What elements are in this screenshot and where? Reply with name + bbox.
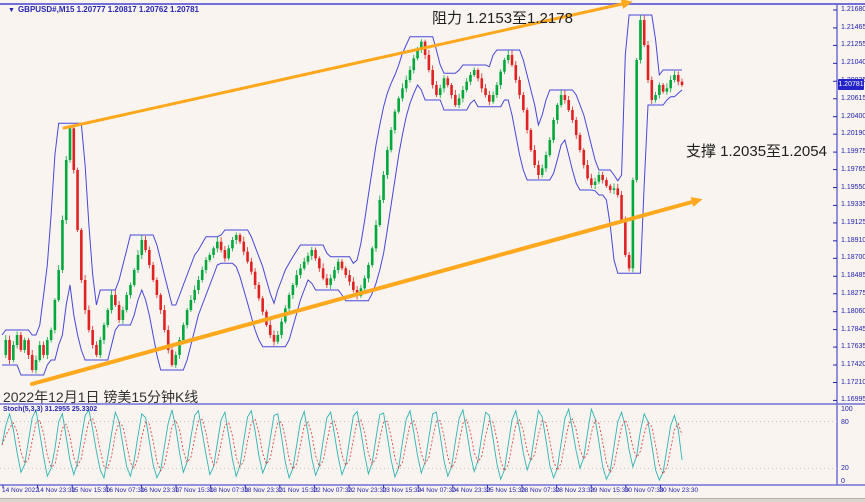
price-axis-label: 1.17420	[841, 361, 865, 368]
price-axis-label: 1.20615	[841, 94, 865, 102]
price-axis-label: 1.19765	[841, 165, 865, 173]
time-axis-label: 23 Nov 15:30	[382, 487, 422, 494]
time-axis-label: 30 Nov 23:30	[659, 487, 699, 494]
time-axis-label: 22 Nov 23:30	[348, 487, 387, 494]
time-axis-label: 28 Nov 07:30	[521, 487, 560, 494]
time-axis-label: 24 Nov 23:30	[451, 487, 491, 494]
resistance-trendline[interactable]	[62, 0, 634, 130]
time-axis-label: 18 Nov 23:30	[244, 487, 283, 494]
price-axis-label: 1.18275	[841, 289, 865, 297]
time-axis-label: 21 Nov 15:30	[278, 487, 318, 494]
time-axis-label: 30 Nov 07:30	[624, 487, 664, 494]
time-axis-label: 14 Nov 2022	[2, 487, 39, 494]
price-axis-label: 1.21680	[841, 6, 865, 13]
date-caption: 2022年12月1日 镑美15分钟K线	[3, 389, 199, 405]
time-axis-label: 29 Nov 15:30	[590, 487, 629, 494]
price-axis-label: 1.21465	[841, 23, 865, 31]
window-bottom-edge	[0, 498, 865, 502]
price-axis-label: 1.19125	[841, 218, 865, 226]
price-axis-label: 1.18060	[841, 307, 865, 315]
price-axis-label: 1.18700	[841, 254, 865, 262]
price-axis-label: 1.19975	[841, 148, 865, 156]
stoch-axis-label: 20	[841, 465, 849, 473]
price-axis-label: 1.21040	[841, 59, 865, 67]
symbol-dropdown-icon[interactable]: ▼	[8, 7, 15, 14]
time-axis-label: 15 Nov 15:30	[71, 487, 110, 494]
price-axis-label: 1.17635	[841, 343, 865, 351]
current-price-tag: 1.20781	[838, 79, 864, 91]
time-axis-label: 14 Nov 23:30	[36, 487, 76, 494]
resistance-annotation: 阻力 1.2153至1.2178	[432, 10, 573, 27]
price-axis-label: 1.19335	[841, 201, 865, 209]
price-axis-label: 1.21255	[841, 41, 865, 49]
price-axis-label: 1.18910	[841, 236, 865, 244]
price-axis-label: 1.18485	[841, 272, 865, 280]
stochastic-plot	[1, 407, 683, 482]
price-axis-label: 1.20190	[841, 130, 865, 138]
time-axis-label: 25 Nov 15:30	[486, 487, 526, 494]
support-annotation: 支撑 1.2035至1.2054	[686, 143, 827, 160]
stoch-axis-label: 80	[841, 418, 849, 426]
candlesticks	[4, 15, 684, 374]
time-axis-label: 17 Nov 15:30	[175, 487, 214, 494]
price-axis-label: 1.20400	[841, 112, 865, 120]
price-axis-label: 1.17845	[841, 325, 865, 333]
stochastic-indicator-label: Stoch(5,3,3) 31.2955 25.3302	[3, 406, 98, 413]
time-axis-label: 16 Nov 23:30	[140, 487, 180, 494]
ohlc-info-text: GBPUSD#,M15 1.20777 1.20817 1.20762 1.20…	[17, 5, 199, 14]
support-trendline[interactable]	[30, 194, 704, 386]
time-axis-label: 24 Nov 07:30	[417, 487, 456, 494]
time-axis-label: 18 Nov 07:30	[209, 487, 249, 494]
envelope-bands	[1, 14, 683, 376]
stoch-axis-label: 0	[841, 478, 845, 485]
price-axis-label: 1.19550	[841, 183, 865, 191]
symbol-info-bar: ▼ GBPUSD#,M15 1.20777 1.20817 1.20762 1.2…	[8, 5, 199, 14]
time-axis-label: 16 Nov 07:30	[105, 487, 145, 494]
time-axis-label: 22 Nov 07:30	[313, 487, 353, 494]
time-axis-label: 28 Nov 23:30	[555, 487, 595, 494]
price-axis-label: 1.17210	[841, 378, 865, 386]
stoch-axis-label: 100	[841, 406, 853, 413]
price-axis-label: 1.16995	[841, 396, 865, 404]
